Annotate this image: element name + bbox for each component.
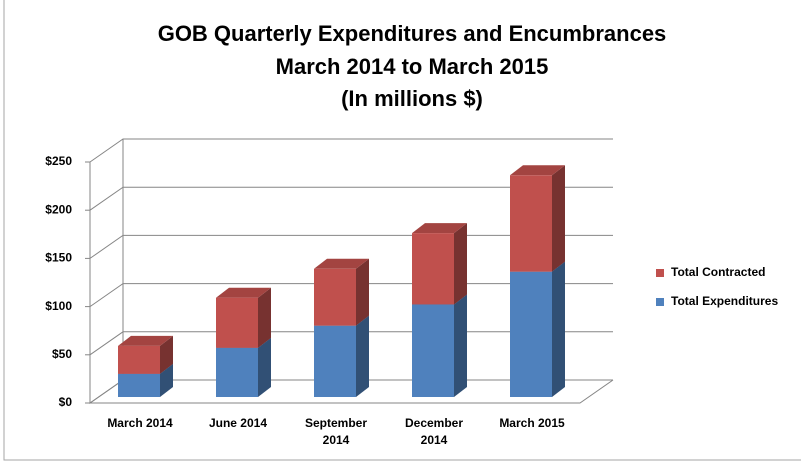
y-tick-label: $200 [45, 202, 72, 216]
legend-swatch [656, 269, 664, 277]
bar-top [314, 258, 369, 269]
bar-side [160, 363, 173, 397]
chart-subtitle: (In millions $) [341, 86, 483, 111]
x-tick-label: December 2014 [404, 416, 464, 447]
bar-top [216, 287, 271, 298]
bar-top [510, 165, 565, 176]
bar [412, 233, 454, 305]
bar-side [552, 261, 565, 397]
bar-side [258, 287, 271, 348]
x-tick-label: June 2014 [208, 416, 268, 430]
bar [216, 347, 258, 397]
chart-subtitle: March 2014 to March 2015 [276, 54, 549, 79]
bar-side [454, 223, 467, 305]
legend-swatch [656, 298, 664, 306]
bar-side [258, 337, 271, 397]
legend-label: Total Contracted [671, 265, 765, 279]
floor-edge [90, 379, 614, 404]
bar [314, 268, 356, 326]
bar [216, 297, 258, 348]
bar [412, 304, 454, 397]
bar [314, 325, 356, 397]
bar-top [118, 335, 173, 346]
y-tick-label: $150 [45, 251, 72, 265]
bar-side [356, 315, 369, 397]
bar-top [412, 223, 467, 234]
bar [118, 373, 160, 397]
chart-title: GOB Quarterly Expenditures and Encumbran… [158, 21, 667, 46]
bar-side [454, 294, 467, 397]
bar-side [356, 258, 369, 326]
x-tick-label: September 2014 [304, 416, 368, 447]
y-tick-label: $100 [45, 299, 72, 313]
legend-label: Total Expenditures [671, 294, 778, 308]
x-tick-label: March 2014 [107, 416, 173, 430]
x-tick-label: March 2015 [499, 416, 565, 430]
y-tick-label: $0 [59, 395, 73, 409]
bar-side [160, 335, 173, 374]
bar [118, 345, 160, 374]
y-tick-label: $250 [45, 154, 72, 168]
grid-line [89, 138, 613, 163]
grid-line [89, 186, 613, 211]
bar-side [552, 165, 565, 272]
y-tick-label: $50 [52, 347, 72, 361]
bar [510, 175, 552, 272]
bar [510, 271, 552, 397]
